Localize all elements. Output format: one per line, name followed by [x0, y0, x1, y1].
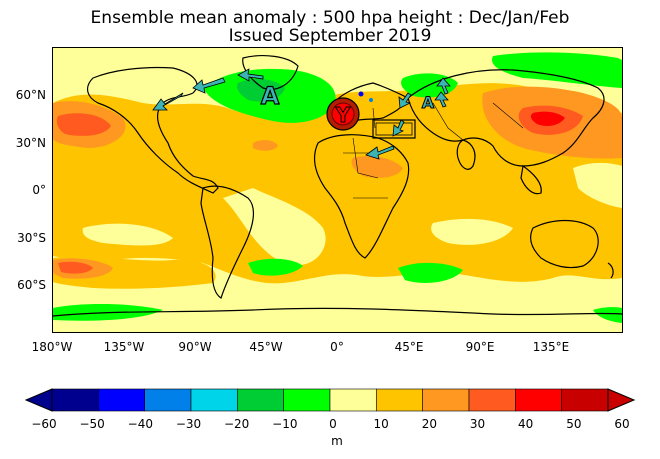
australia-coast	[530, 219, 599, 269]
asia-coast	[407, 69, 605, 167]
lon-tick-135w: 135°W	[103, 340, 145, 354]
anomaly-band-minus10-0-indian-ocean	[398, 262, 463, 283]
colorbar-tick-label: 40	[518, 417, 534, 431]
colorbar-tick-label: −20	[223, 417, 250, 431]
colorbar-tick-label: −50	[79, 417, 105, 431]
chart-title: Ensemble mean anomaly : 500 hpa height :…	[90, 8, 570, 28]
colorbar-cell-2	[144, 388, 192, 412]
anomaly-band-0-10-south-pacific	[82, 223, 173, 246]
lat-tick-60s: 60°S	[17, 278, 46, 292]
colorbar-tick-label: 60	[614, 417, 630, 431]
arrow-7	[365, 145, 395, 160]
anomaly-band-0-10-west-pacific	[573, 162, 622, 208]
colorbar-tick-label: 0	[329, 417, 337, 431]
colorbar-cell-0	[51, 388, 99, 412]
arrow-1	[152, 92, 184, 111]
low-anomaly-dot-2	[369, 98, 373, 102]
lon-tick-45w: 45°W	[249, 340, 283, 354]
anomaly-band-30-40-pacific	[56, 113, 111, 136]
colorbar-cell-1	[98, 388, 145, 412]
lat-tick-60n: 60°N	[15, 88, 46, 102]
africa-coast	[313, 134, 410, 259]
lat-tick-0: 0°	[32, 183, 46, 197]
anomaly-map: Y A A	[52, 47, 623, 333]
arrow-4	[398, 92, 412, 109]
anticyclone-label-asia: A	[422, 93, 435, 112]
colorbar-tick-label: −10	[272, 417, 298, 431]
chart-subtitle: Issued September 2019	[228, 26, 432, 46]
colorbar-unit: m	[331, 434, 343, 448]
arrow-2	[192, 77, 226, 94]
lon-tick-180w: 180°W	[31, 340, 73, 354]
anomaly-band-0-10-south-atlantic	[223, 188, 326, 266]
anomaly-band-30-40-south	[58, 261, 93, 274]
lon-tick-135e: 135°E	[532, 340, 570, 354]
colorbar-tick-label: 30	[469, 417, 486, 431]
anomaly-band-minus10-0-south-atlantic	[248, 258, 303, 276]
colorbar-cell-3	[190, 388, 238, 412]
south-america-coast	[200, 185, 255, 299]
india-coast	[456, 139, 476, 170]
anomaly-band-20-30-africa	[351, 156, 403, 178]
highlight-box	[372, 119, 416, 139]
colorbar-cell-11	[561, 388, 609, 412]
arrow-5	[436, 77, 451, 95]
low-anomaly-dot-1	[358, 91, 364, 97]
anomaly-band-minus10-0-antarctic-east	[593, 307, 622, 323]
colorbar-cell-4	[237, 388, 284, 412]
colorbar-cell-8	[422, 388, 470, 412]
lon-tick-45e: 45°E	[394, 340, 424, 354]
cyclone-label: Y	[335, 103, 351, 127]
colorbar-tick-label: −60	[31, 417, 57, 431]
anomaly-band-0-10-indian	[431, 218, 513, 245]
arrow-8	[392, 119, 405, 137]
colorbar-tick-label: 50	[566, 417, 582, 431]
cyclone-symbol-europe	[326, 97, 360, 131]
colorbar-tick-label: 10	[373, 417, 389, 431]
anomaly-band-20-30-atlantic-small	[253, 140, 278, 151]
lat-tick-30s: 30°S	[17, 231, 46, 245]
map-canvas: Y A A	[53, 48, 622, 332]
coastlines	[53, 55, 622, 317]
colorbar-tick-label: −40	[127, 417, 153, 431]
anticyclone-label-america: A	[261, 82, 280, 110]
colorbar-tick-label: −30	[175, 417, 202, 431]
colorbar-cell-7	[376, 388, 423, 412]
arrow-3	[237, 68, 264, 82]
arrow-6	[434, 91, 449, 108]
colorbar	[24, 388, 636, 412]
lon-tick-90e: 90°E	[465, 340, 495, 354]
colorbar-arrow-high	[607, 388, 636, 412]
anomaly-band-minus10-0-arctic-pacific	[492, 52, 622, 88]
colorbar-cell-10	[515, 388, 562, 412]
north-america-coast	[86, 66, 219, 194]
colorbar-arrow-low	[24, 388, 53, 412]
lat-tick-30n: 30°N	[15, 136, 46, 150]
southeast-asia-coast	[520, 164, 542, 195]
colorbar-cell-6	[329, 388, 377, 412]
colorbar-tick-label: 20	[421, 417, 437, 431]
flow-arrows	[152, 68, 451, 160]
colorbar-cell-9	[468, 388, 516, 412]
anomaly-band-40-50-japan	[530, 111, 565, 126]
new-zealand-coast	[607, 262, 614, 279]
colorbar-cell-5	[283, 388, 331, 412]
antarctica-coast	[53, 307, 622, 317]
lon-tick-90w: 90°W	[178, 340, 212, 354]
lon-tick-0: 0°	[330, 340, 344, 354]
anomaly-band-minus20-minus10-greenland	[237, 78, 285, 102]
country-borders	[343, 102, 524, 199]
